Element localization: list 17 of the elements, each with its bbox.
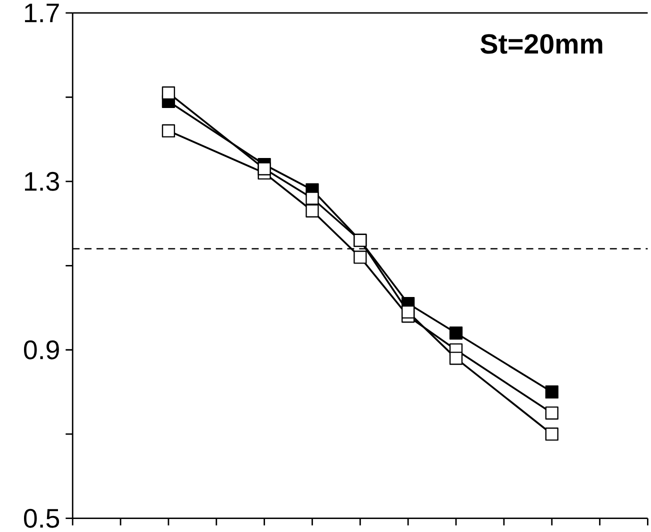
point xyxy=(545,385,558,398)
point xyxy=(306,204,319,218)
point xyxy=(545,427,558,441)
y-tick-label: 0.5 xyxy=(24,508,60,528)
y-tick-label: 0.9 xyxy=(24,340,59,360)
point xyxy=(354,250,367,264)
y-tick-label: 1.7 xyxy=(25,4,59,22)
point xyxy=(306,192,319,205)
point xyxy=(449,326,463,340)
point xyxy=(258,162,271,176)
y-tick-label: 1.3 xyxy=(25,172,59,191)
point xyxy=(449,352,463,365)
point xyxy=(402,305,415,318)
point xyxy=(162,124,176,138)
annotation: St=20mm xyxy=(480,34,602,54)
point xyxy=(545,406,558,420)
point xyxy=(162,86,176,100)
